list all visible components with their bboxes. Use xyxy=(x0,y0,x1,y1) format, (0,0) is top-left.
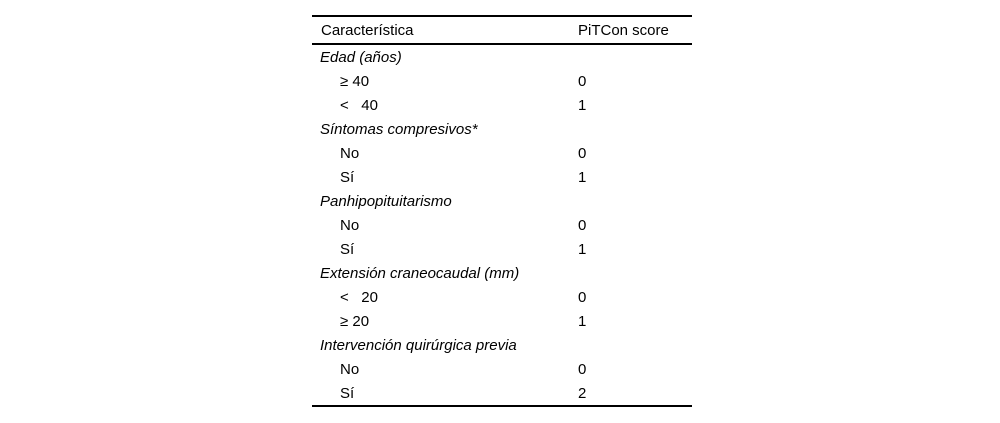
table-row: Sí 2 xyxy=(312,381,692,405)
score-cell: 0 xyxy=(578,216,587,234)
table-row: Sí 1 xyxy=(312,237,692,261)
pitcon-score-table: Característica PiTCon score Edad (años) … xyxy=(312,15,692,407)
table-row: ≥ 20 1 xyxy=(312,309,692,333)
table-row: ≥ 40 0 xyxy=(312,69,692,93)
row-label: No xyxy=(340,144,360,162)
row-label: Sí xyxy=(340,240,355,258)
score-cell: 0 xyxy=(578,288,587,306)
table-row: No 0 xyxy=(312,357,692,381)
group-label: Síntomas compresivos* xyxy=(320,120,478,138)
table-row: No 0 xyxy=(312,213,692,237)
group-row-panhipopituitarismo: Panhipopituitarismo xyxy=(312,189,692,213)
row-label: Sí xyxy=(340,384,355,402)
group-label: Panhipopituitarismo xyxy=(320,192,452,210)
table-row: < 20 0 xyxy=(312,285,692,309)
table-header-row: Característica PiTCon score xyxy=(312,17,692,44)
group-row-edad: Edad (años) xyxy=(312,45,692,69)
row-label: < 20 xyxy=(340,288,378,306)
table-row: Sí 1 xyxy=(312,165,692,189)
score-cell: 1 xyxy=(578,240,587,258)
row-label: No xyxy=(340,216,360,234)
table-row: < 40 1 xyxy=(312,93,692,117)
score-cell: 1 xyxy=(578,168,587,186)
group-row-intervencion-quirurgica: Intervención quirúrgica previa xyxy=(312,333,692,357)
row-label: ≥ 40 xyxy=(340,72,370,90)
score-cell: 0 xyxy=(578,360,587,378)
table-bottom-rule xyxy=(312,405,692,407)
group-label: Edad (años) xyxy=(320,48,402,66)
column-header-pitcon-score: PiTCon score xyxy=(578,21,669,39)
table-header-rule xyxy=(312,43,692,46)
row-label: No xyxy=(340,360,360,378)
score-cell: 1 xyxy=(578,96,587,114)
row-label: < 40 xyxy=(340,96,378,114)
group-row-sintomas-compresivos: Síntomas compresivos* xyxy=(312,117,692,141)
group-row-extension-craneocaudal: Extensión craneocaudal (mm) xyxy=(312,261,692,285)
group-label: Intervención quirúrgica previa xyxy=(320,336,517,354)
score-cell: 2 xyxy=(578,384,587,402)
column-header-caracteristica: Característica xyxy=(321,21,414,39)
score-cell: 1 xyxy=(578,312,587,330)
table-top-rule xyxy=(312,15,692,17)
row-label: Sí xyxy=(340,168,355,186)
table-row: No 0 xyxy=(312,141,692,165)
group-label: Extensión craneocaudal (mm) xyxy=(320,264,520,282)
score-cell: 0 xyxy=(578,144,587,162)
row-label: ≥ 20 xyxy=(340,312,370,330)
score-cell: 0 xyxy=(578,72,587,90)
